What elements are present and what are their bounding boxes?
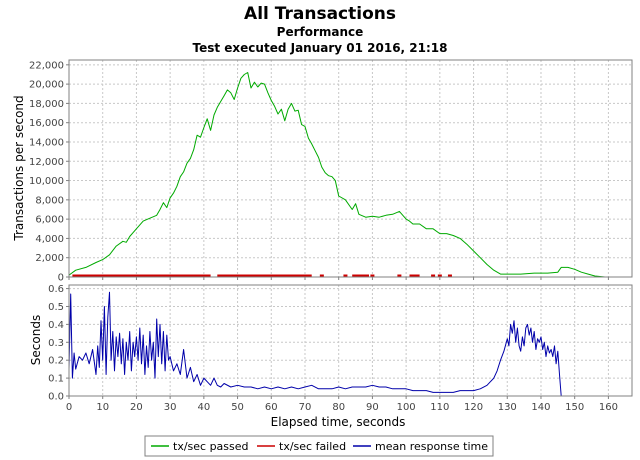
legend: tx/sec passed tx/sec failed mean response … [145, 436, 493, 456]
y-tick-label: 16,000 [29, 118, 64, 129]
x-tick-label: 30 [164, 402, 177, 413]
legend-label-tx-sec-failed: tx/sec failed [279, 440, 346, 453]
x-tick-label: 10 [96, 402, 109, 413]
x-tick-label: 110 [430, 402, 449, 413]
y-tick-label: 0.1 [48, 374, 64, 385]
x-tick-label: 50 [231, 402, 244, 413]
y-tick-label: 12,000 [29, 157, 64, 168]
x-tick-label: 90 [366, 402, 379, 413]
y-tick-label: 4,000 [35, 234, 64, 245]
y-axis-label-seconds: Seconds [29, 315, 43, 365]
y-tick-label: 22,000 [29, 60, 64, 71]
chart-subtitle: Performance [277, 25, 364, 39]
y-tick-label: 0.4 [48, 320, 64, 331]
x-tick-label: 80 [332, 402, 345, 413]
y-tick-label: 0 [58, 273, 64, 284]
y-axis-label-tps: Transactions per second [12, 95, 26, 241]
y-tick-label: 0.2 [48, 356, 64, 367]
y-tick-label: 0.6 [48, 284, 64, 295]
legend-label-mean-response-time: mean response time [375, 440, 488, 453]
y-tick-label: 14,000 [29, 137, 64, 148]
y-tick-label: 20,000 [29, 80, 64, 91]
y-tick-label: 0.3 [48, 338, 64, 349]
y-tick-label: 10,000 [29, 176, 64, 187]
x-tick-label: 130 [498, 402, 517, 413]
chart-subtitle-date: Test executed January 01 2016, 21:18 [193, 41, 448, 55]
response-time-plot: 0 10 20 30 40 50 60 70 80 90 100 110 120 130 140 150 160… [48, 284, 632, 413]
legend-label-tx-sec-passed: tx/sec passed [173, 440, 249, 453]
y-tick-label: 8,000 [35, 195, 64, 206]
x-tick-label: 0 [66, 402, 72, 413]
x-tick-label: 150 [565, 402, 584, 413]
x-tick-label: 70 [299, 402, 312, 413]
x-tick-label: 40 [197, 402, 210, 413]
x-tick-label: 160 [599, 402, 618, 413]
x-axis-label: Elapsed time, seconds [271, 415, 406, 429]
chart-title: All Transactions [244, 4, 396, 24]
x-tick-label: 120 [464, 402, 483, 413]
x-tick-label: 20 [130, 402, 143, 413]
y-tick-label: 0.0 [48, 392, 64, 403]
y-tick-label: 6,000 [35, 215, 64, 226]
plot-area [69, 60, 632, 277]
tps-plot: 0 2,000 4,000 6,000 8,000 10,000 12,000 14,000 1… [29, 60, 632, 284]
y-tick-label: 2,000 [35, 253, 64, 264]
plot-area [69, 285, 632, 396]
x-tick-label: 140 [531, 402, 550, 413]
y-tick-label: 18,000 [29, 99, 64, 110]
x-tick-label: 100 [397, 402, 416, 413]
x-tick-label: 60 [265, 402, 278, 413]
y-tick-label: 0.5 [48, 302, 64, 313]
